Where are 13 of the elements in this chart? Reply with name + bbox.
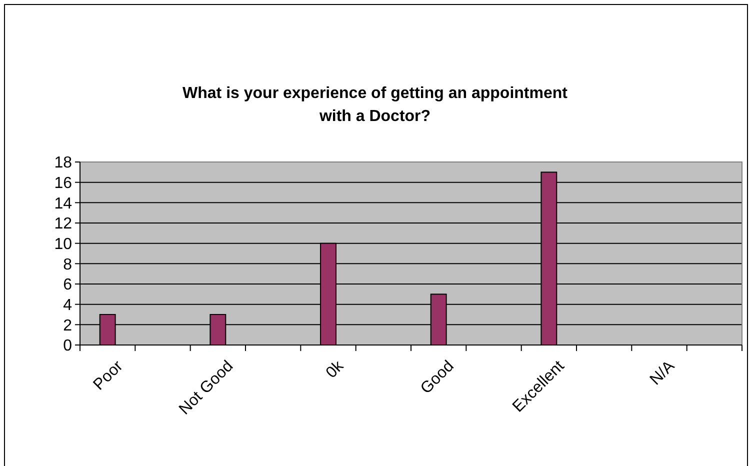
x-tick-label: N/A [647,357,678,389]
y-tick-label: 12 [54,216,72,233]
y-tick-label: 4 [63,296,72,314]
y-tick-label: 6 [63,276,72,294]
x-tick-label: 0k [323,357,348,382]
y-tick-label: 0 [63,338,72,355]
y-tick-label: 16 [54,174,72,192]
y-tick-label: 14 [54,195,72,212]
y-tick-label: 18 [54,154,72,172]
y-tick-label: 8 [63,256,72,274]
y-tick-label: 2 [63,317,72,334]
chart-title: What is your experience of getting an appointment with a Doctor? [182,85,568,125]
y-tick-label: 10 [54,236,72,253]
